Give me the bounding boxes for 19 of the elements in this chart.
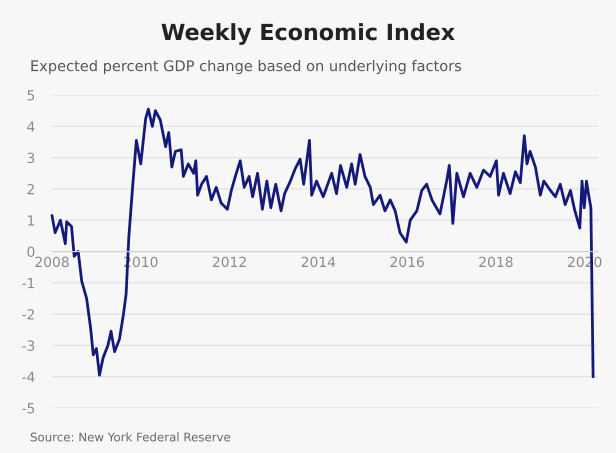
y-tick-label: -4	[22, 372, 35, 382]
y-tick-label: 4	[27, 121, 35, 132]
y-tick-label: 1	[28, 215, 34, 226]
y-tick-label: 0	[27, 246, 34, 257]
x-tick-label: 2014	[302, 256, 336, 268]
y-tick-label: -1	[22, 278, 34, 288]
x-tick-label: 2012	[212, 256, 246, 268]
y-tick-label: 2	[28, 184, 34, 194]
y-tick-label: -5	[22, 403, 34, 414]
chart-title: Weekly Economic Index	[162, 23, 455, 45]
x-tick-label: 2018	[479, 256, 513, 268]
x-tick-label: 2008	[35, 256, 69, 268]
y-tick-label: -3	[22, 340, 34, 351]
chart-subtitle: Expected percent GDP change based on underlying factors	[31, 60, 462, 74]
y-tick-label: 3	[28, 152, 34, 164]
source-note: Source: New York Federal Reserve	[30, 432, 230, 442]
y-tick-label: -2	[22, 309, 34, 320]
x-tick-label: 2016	[390, 256, 424, 268]
y-tick-label: 5	[28, 90, 34, 101]
